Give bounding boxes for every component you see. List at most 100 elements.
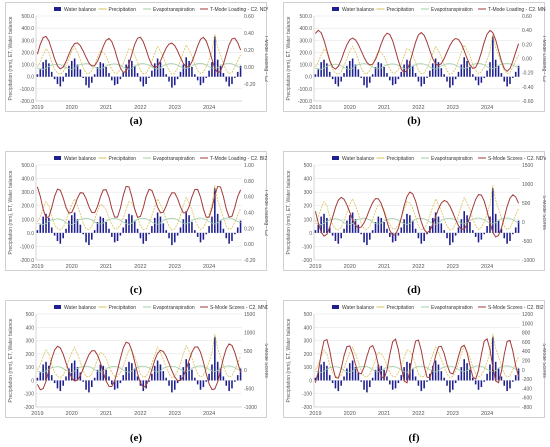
water-balance-bar bbox=[492, 188, 494, 233]
water-balance-bar bbox=[53, 232, 56, 236]
water-balance-bar bbox=[208, 226, 210, 233]
y-right-tick-label: -0.60 bbox=[522, 99, 534, 105]
water-balance-bar bbox=[406, 213, 408, 233]
water-balance-bar bbox=[454, 76, 457, 80]
water-balance-bar bbox=[162, 68, 165, 77]
y-right-tick-label: 600 bbox=[522, 340, 531, 346]
panel-label-f: (f) bbox=[408, 432, 420, 444]
legend-label: S-Mode Scores - C2. BI2 bbox=[488, 305, 544, 311]
water-balance-bar bbox=[414, 228, 417, 233]
y-tick-label: 100 bbox=[304, 217, 313, 223]
mode-line bbox=[36, 185, 242, 219]
x-tick-label: 2020 bbox=[344, 264, 356, 270]
chart-svg-d: -200-1000100200300400500-1000-5000500100… bbox=[286, 156, 546, 270]
water-balance-bar bbox=[497, 220, 500, 233]
water-balance-bar bbox=[165, 377, 167, 381]
water-balance-bar bbox=[194, 74, 196, 77]
water-balance-bar bbox=[374, 67, 377, 77]
water-balance-bar bbox=[328, 227, 331, 233]
water-balance-bar bbox=[225, 76, 228, 82]
water-balance-bar bbox=[99, 216, 102, 233]
water-balance-bar bbox=[236, 71, 239, 77]
y-tick-label: 0 bbox=[309, 231, 312, 237]
water-balance-bar bbox=[216, 59, 219, 77]
y-right-tick-label: -500 bbox=[522, 239, 532, 245]
water-balance-bar bbox=[389, 380, 391, 385]
water-balance-bar bbox=[68, 220, 70, 233]
water-balance-bar bbox=[394, 380, 397, 389]
water-balance-bar bbox=[374, 222, 377, 233]
water-balance-bar bbox=[463, 359, 465, 381]
water-balance-bar bbox=[182, 219, 185, 233]
water-balance-bar bbox=[423, 76, 425, 84]
y-axis-label: Precipitation (mm), ET, Water balance bbox=[8, 170, 14, 254]
legend-label: Water balance bbox=[64, 7, 96, 13]
water-balance-bar bbox=[340, 380, 342, 386]
water-balance-bar bbox=[437, 216, 440, 233]
water-balance-bar bbox=[199, 76, 202, 86]
water-balance-bar bbox=[346, 368, 348, 381]
water-balance-bar bbox=[317, 69, 320, 77]
water-balance-bar bbox=[366, 380, 368, 393]
y-right-tick-label: 0.00 bbox=[244, 242, 254, 248]
legend-swatch bbox=[54, 7, 61, 11]
y-tick-label: 300.0 bbox=[299, 38, 312, 44]
water-balance-bar bbox=[105, 67, 107, 77]
water-balance-bar bbox=[62, 76, 64, 82]
water-balance-bar bbox=[460, 64, 463, 77]
legend-label: Evapotranspiration bbox=[153, 156, 195, 162]
water-balance-bar bbox=[179, 71, 182, 77]
water-balance-bar bbox=[96, 67, 99, 77]
water-balance-bar bbox=[93, 74, 96, 77]
water-balance-bar bbox=[383, 222, 385, 233]
water-balance-bar bbox=[480, 380, 483, 388]
water-balance-bar bbox=[517, 65, 520, 77]
legend-label: S-Mode Scores - C2. NDVI bbox=[488, 156, 546, 162]
y-right-tick-label: 0.40 bbox=[244, 211, 254, 217]
water-balance-bar bbox=[474, 380, 477, 385]
y-tick-label: 500 bbox=[304, 163, 313, 169]
chart-svg-f: -200 -100 0 100 200 300 400 500 -800 -600 -400 -200… bbox=[286, 305, 546, 417]
water-balance-bar bbox=[489, 62, 491, 77]
water-balance-bar bbox=[474, 76, 477, 81]
water-balance-bar bbox=[196, 76, 199, 81]
mode-line bbox=[314, 338, 520, 384]
water-balance-bar bbox=[214, 336, 216, 381]
water-balance-bar bbox=[168, 232, 170, 239]
water-balance-bar bbox=[99, 364, 102, 381]
water-balance-bar bbox=[122, 227, 125, 233]
water-balance-bar bbox=[431, 63, 434, 77]
water-balance-bar bbox=[457, 375, 460, 381]
water-balance-bar bbox=[509, 232, 511, 241]
x-tick-label: 2024 bbox=[481, 411, 493, 417]
water-balance-bar bbox=[386, 73, 388, 77]
x-tick-label: 2023 bbox=[169, 411, 181, 417]
x-tick-label: 2020 bbox=[66, 105, 78, 111]
legend-label: Precipitation bbox=[387, 7, 415, 13]
water-balance-bar bbox=[165, 230, 167, 233]
y-right-tick-label: 0 bbox=[244, 368, 247, 374]
water-balance-bar bbox=[492, 336, 494, 381]
legend-label: Precipitation bbox=[109, 7, 137, 13]
x-tick-label: 2024 bbox=[203, 411, 215, 417]
y-right-tick-label: -600 bbox=[522, 396, 532, 402]
x-tick-label: 2021 bbox=[378, 411, 390, 417]
water-balance-bar bbox=[211, 364, 213, 381]
water-balance-bar bbox=[337, 232, 340, 244]
water-balance-bar bbox=[122, 375, 125, 381]
y-tick-label: 100 bbox=[304, 365, 313, 371]
water-balance-bar bbox=[162, 371, 165, 381]
water-balance-bar bbox=[199, 380, 202, 390]
y-right-tick-label: 1200 bbox=[522, 312, 533, 318]
x-tick-label: 2021 bbox=[100, 411, 112, 417]
water-balance-bar bbox=[102, 63, 105, 77]
water-balance-bar bbox=[443, 377, 445, 381]
water-balance-bar bbox=[451, 232, 454, 243]
y-axis-label-right: T-Mode Loading - C2 bbox=[263, 189, 268, 236]
water-balance-bar bbox=[119, 232, 122, 236]
water-balance-bar bbox=[225, 380, 228, 386]
water-balance-bar bbox=[119, 76, 122, 80]
water-balance-bar bbox=[111, 380, 113, 385]
legend-label: Evapotranspiration bbox=[431, 7, 473, 13]
water-balance-bar bbox=[39, 224, 42, 233]
